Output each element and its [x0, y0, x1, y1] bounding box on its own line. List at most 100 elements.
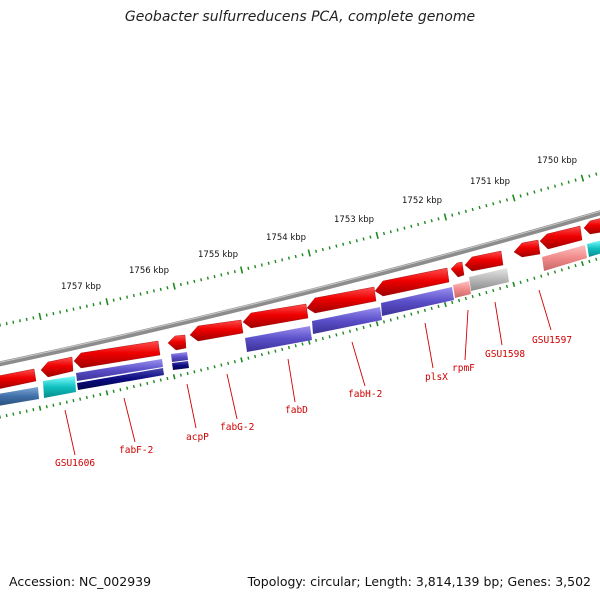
minor-tick	[220, 363, 223, 367]
gene-arrow-gsu1598[interactable]	[464, 250, 504, 272]
major-tick	[172, 374, 176, 380]
minor-tick	[45, 313, 48, 317]
feature-pink-rpmf[interactable]	[453, 281, 471, 298]
minor-tick	[65, 309, 68, 313]
minor-tick	[281, 347, 284, 351]
minor-tick	[505, 284, 509, 289]
minor-tick	[540, 188, 543, 192]
minor-tick	[560, 182, 563, 186]
feature-blue-fabf-2[interactable]	[76, 359, 163, 381]
leader-fabh-2	[351, 341, 366, 387]
minor-tick	[505, 198, 509, 202]
minor-tick	[179, 373, 182, 377]
gene-arrow-fabg-2[interactable]	[189, 319, 244, 342]
minor-tick	[485, 204, 488, 208]
leader-plsx	[424, 322, 434, 369]
gene-arrow-partial-left[interactable]	[0, 368, 37, 389]
feature-steel-left[interactable]	[0, 387, 39, 406]
minor-tick	[430, 219, 433, 223]
minor-tick	[25, 409, 28, 413]
gene-arrow-rpmf[interactable]	[450, 261, 465, 278]
minor-tick	[567, 266, 570, 270]
gene-arrow-gsu1597[interactable]	[513, 239, 541, 258]
minor-tick	[294, 254, 297, 259]
minor-tick	[526, 192, 529, 196]
minor-tick	[485, 290, 488, 295]
feature-navy-acpp[interactable]	[172, 361, 189, 370]
minor-tick	[437, 217, 440, 221]
minor-tick	[19, 411, 21, 415]
gene-arrow-gsu1606[interactable]	[40, 356, 74, 378]
minor-tick	[193, 370, 196, 374]
feature-cyan-right[interactable]	[587, 240, 600, 257]
feature-cyan[interactable]	[43, 376, 76, 398]
feature-track	[0, 240, 600, 406]
minor-tick	[335, 333, 338, 337]
minor-tick	[274, 259, 277, 264]
minor-tick	[348, 329, 352, 333]
minor-tick	[471, 294, 474, 299]
major-tick	[240, 357, 243, 363]
major-tick	[512, 194, 516, 202]
major-tick	[307, 249, 311, 257]
major-tick	[580, 174, 585, 182]
feature-blue-fabh-2[interactable]	[312, 307, 382, 334]
minor-tick	[430, 306, 433, 310]
minor-tick	[186, 371, 189, 376]
minor-tick	[5, 321, 8, 326]
major-tick	[38, 312, 42, 321]
minor-tick	[362, 237, 365, 241]
feature-navy-fabf-2[interactable]	[77, 368, 164, 390]
gene-arrow-next-2[interactable]	[583, 218, 600, 235]
minor-tick	[59, 402, 62, 406]
gene-arrow-fabd[interactable]	[242, 303, 309, 329]
minor-tick	[19, 319, 21, 323]
minor-tick	[588, 174, 591, 178]
minor-tick	[32, 316, 35, 320]
gene-label-fabd: fabD	[285, 405, 308, 416]
ruler-label-1750: 1750 kbp	[537, 156, 577, 166]
gene-arrow-plsx[interactable]	[374, 267, 450, 297]
ruler-labels: 1750 kbp 1751 kbp 1752 kbp 1753 kbp 1754…	[61, 156, 577, 292]
major-tick	[105, 390, 109, 396]
minor-tick	[417, 310, 420, 314]
major-tick	[375, 321, 379, 327]
minor-tick	[342, 242, 345, 246]
gene-label-gsu1598: GSU1598	[485, 349, 525, 360]
minor-tick	[315, 338, 318, 342]
minor-tick	[139, 292, 142, 296]
feature-blue-fabd[interactable]	[245, 326, 312, 352]
minor-tick	[492, 288, 495, 293]
minor-tick	[315, 249, 318, 253]
major-tick	[512, 281, 516, 288]
gene-arrow-fabh-2[interactable]	[306, 286, 377, 314]
gene-label-fabg-2: fabG-2	[220, 422, 254, 433]
ruler-label-1757: 1757 kbp	[61, 282, 101, 292]
minor-tick	[499, 200, 502, 204]
minor-tick	[328, 335, 331, 339]
leader-gsu1598	[494, 301, 503, 346]
minor-tick	[595, 172, 598, 176]
minor-tick	[478, 292, 481, 297]
minor-tick	[92, 394, 95, 398]
leader-fabd	[287, 358, 296, 403]
figure-title: Geobacter sulfurreducens PCA, complete g…	[124, 9, 476, 25]
minor-tick	[220, 273, 223, 277]
feature-blue-plsx[interactable]	[381, 287, 454, 316]
minor-tick	[369, 235, 372, 239]
gene-label-gsu1606: GSU1606	[55, 458, 95, 469]
minor-tick	[92, 303, 95, 307]
gene-label-gsu1597: GSU1597	[532, 335, 572, 346]
leader-gsu1597	[538, 289, 552, 331]
feature-pink-gsu1597[interactable]	[542, 245, 587, 271]
gene-arrow-next-1[interactable]	[539, 225, 583, 250]
minor-tick	[369, 324, 372, 328]
minor-tick	[247, 356, 250, 360]
feature-blue-acpp[interactable]	[171, 352, 188, 362]
minor-tick	[59, 310, 62, 314]
minor-tick	[321, 336, 324, 341]
feature-gray-gsu1598[interactable]	[469, 268, 509, 291]
minor-tick	[146, 381, 149, 385]
gene-arrow-fabf-2[interactable]	[73, 340, 161, 369]
gene-arrow-acpp[interactable]	[167, 334, 187, 351]
